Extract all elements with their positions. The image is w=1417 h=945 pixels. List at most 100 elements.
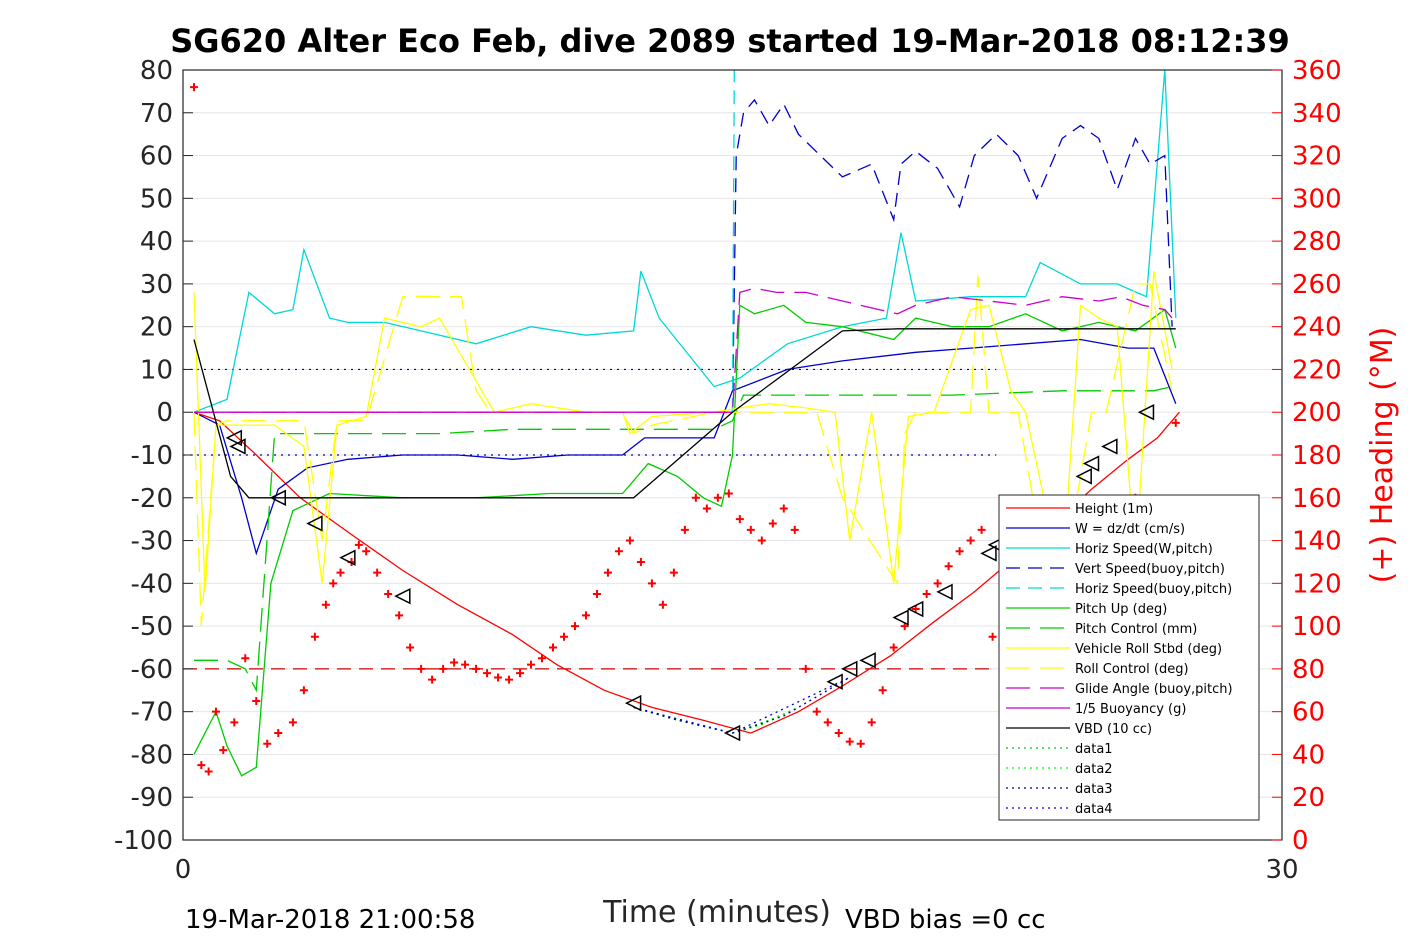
heading-point xyxy=(823,718,832,727)
triangle-point xyxy=(1082,455,1100,472)
heading-point xyxy=(713,493,722,502)
y-right-tick-label: 320 xyxy=(1292,142,1342,172)
y-right-tick-label: 360 xyxy=(1292,56,1342,86)
heading-point xyxy=(299,686,308,695)
footer-vbd-bias: VBD bias =0 cc xyxy=(845,905,1046,935)
heading-point xyxy=(548,643,557,652)
legend-label: data4 xyxy=(1075,802,1113,817)
y-right-tick-label: 40 xyxy=(1292,740,1325,770)
series-line xyxy=(193,69,1177,413)
heading-point xyxy=(538,654,547,663)
heading-point xyxy=(680,525,689,534)
y-right-tick-label: 180 xyxy=(1292,441,1342,471)
heading-point xyxy=(241,654,250,663)
heading-point xyxy=(362,547,371,556)
heading-point xyxy=(373,568,382,577)
heading-point xyxy=(834,729,843,738)
triangle-point xyxy=(892,609,909,626)
legend-label: data1 xyxy=(1075,742,1113,757)
y-right-tick-label: 100 xyxy=(1292,612,1342,642)
series-line xyxy=(193,304,1177,777)
triangle-point xyxy=(225,429,243,447)
heading-point xyxy=(417,664,426,673)
heading-point xyxy=(559,632,568,641)
heading-point xyxy=(252,696,261,705)
heading-point xyxy=(669,568,678,577)
heading-point xyxy=(288,718,297,727)
y-right-tick-label: 160 xyxy=(1292,484,1342,514)
heading-point xyxy=(384,590,393,599)
legend-label: Roll Control (deg) xyxy=(1075,662,1189,677)
y-tick-label: -80 xyxy=(131,740,173,770)
heading-point xyxy=(274,729,283,738)
y-axis-left: 80 70 60 50 40 30 20 10 0 -10 -20 -30 -40 -50 -60 -70 -8… xyxy=(114,56,193,856)
triangle-markers xyxy=(225,404,1155,742)
y-right-tick-label: 80 xyxy=(1292,655,1325,685)
y-right-tick-label: 140 xyxy=(1292,527,1342,557)
y-tick-label: 20 xyxy=(140,313,173,343)
heading-point xyxy=(336,568,345,577)
heading-point xyxy=(977,525,986,534)
legend-label: Vehicle Roll Stbd (deg) xyxy=(1075,642,1222,657)
heading-point xyxy=(450,658,459,667)
heading-point xyxy=(472,664,481,673)
heading-point xyxy=(570,622,579,631)
heading-point xyxy=(691,493,700,502)
heading-point xyxy=(310,632,319,641)
heading-point xyxy=(219,746,228,755)
x-tick-label: 0 xyxy=(175,855,192,885)
heading-point xyxy=(189,83,198,92)
heading-point xyxy=(933,579,942,588)
heading-point xyxy=(483,669,492,678)
y-right-tick-label: 20 xyxy=(1292,783,1325,813)
triangle-point xyxy=(306,515,323,532)
legend-label: Glide Angle (buoy,pitch) xyxy=(1075,682,1233,697)
heading-point xyxy=(603,568,612,577)
heading-point xyxy=(647,579,656,588)
heading-point xyxy=(867,718,876,727)
heading-point xyxy=(329,579,338,588)
y-tick-label: -100 xyxy=(114,826,173,856)
heading-point xyxy=(354,540,363,549)
y-tick-label: 80 xyxy=(140,56,173,86)
heading-point xyxy=(1171,418,1180,427)
series-line xyxy=(194,287,1173,413)
chart-title: SG620 Alter Eco Feb, dive 2089 started 1… xyxy=(170,22,1290,60)
triangle-point xyxy=(859,652,876,669)
heading-point xyxy=(845,737,854,746)
heading-point xyxy=(516,669,525,678)
legend: Height (1m) W = dz/dt (cm/s) Horiz Speed(W… xyxy=(998,494,1260,821)
y-tick-label: 10 xyxy=(140,355,173,385)
heading-point xyxy=(321,600,330,609)
heading-point xyxy=(592,590,601,599)
triangle-point xyxy=(339,549,356,566)
series-line xyxy=(193,338,1177,556)
y-right-tick-label: 300 xyxy=(1292,184,1342,214)
heading-point xyxy=(812,707,821,716)
x-axis-label: Time (minutes) xyxy=(602,895,831,930)
series-line xyxy=(731,69,735,413)
heading-point xyxy=(263,739,272,748)
y-axis-right-label: (+) Heading (°M) xyxy=(1365,327,1400,584)
triangle-point xyxy=(980,545,997,562)
y-right-tick-label: 120 xyxy=(1292,569,1342,599)
y-tick-label: -70 xyxy=(131,698,173,728)
heading-point xyxy=(614,547,623,556)
triangle-point xyxy=(624,694,642,712)
series-line xyxy=(731,98,1173,413)
y-tick-label: 40 xyxy=(140,227,173,257)
heading-point xyxy=(735,515,744,524)
x-tick-label: 30 xyxy=(1265,855,1298,885)
legend-box xyxy=(998,494,1260,821)
y-tick-label: 50 xyxy=(140,184,173,214)
y-tick-label: 60 xyxy=(140,142,173,172)
x-axis: 0 30 xyxy=(175,830,1299,885)
triangle-point xyxy=(1137,404,1155,421)
series-line xyxy=(633,676,850,734)
heading-point xyxy=(790,525,799,534)
heading-point xyxy=(428,675,437,684)
legend-label: Horiz Speed(W,pitch) xyxy=(1075,542,1213,557)
y-tick-label: 70 xyxy=(140,99,173,129)
heading-point xyxy=(856,739,865,748)
heading-point xyxy=(406,643,415,652)
